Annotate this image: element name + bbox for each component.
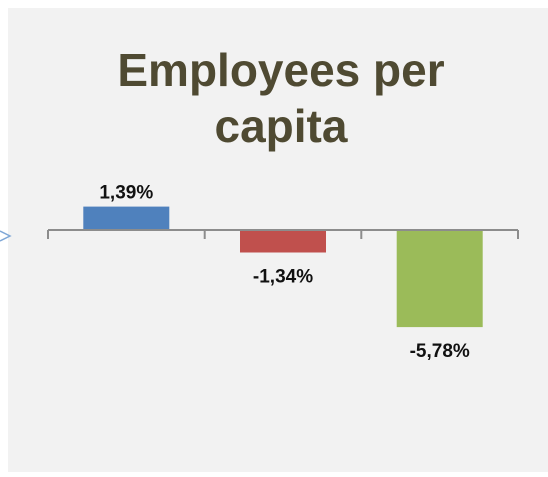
x-axis: [47, 229, 519, 239]
bar-2: [240, 230, 326, 253]
bar-3: [396, 230, 483, 328]
data-label-1: 1,39%: [99, 183, 153, 204]
arrow-marker-icon: [0, 230, 12, 242]
data-labels-layer: 1,39% -1,34% -5,78%: [99, 183, 470, 363]
chart-title-line-2: capita: [215, 100, 348, 152]
chart-title-line-1: Employees per: [117, 44, 444, 96]
bar-1: [83, 206, 170, 230]
bars-layer: [83, 206, 483, 328]
data-label-3: -5,78%: [410, 341, 470, 362]
data-label-2: -1,34%: [253, 267, 313, 288]
